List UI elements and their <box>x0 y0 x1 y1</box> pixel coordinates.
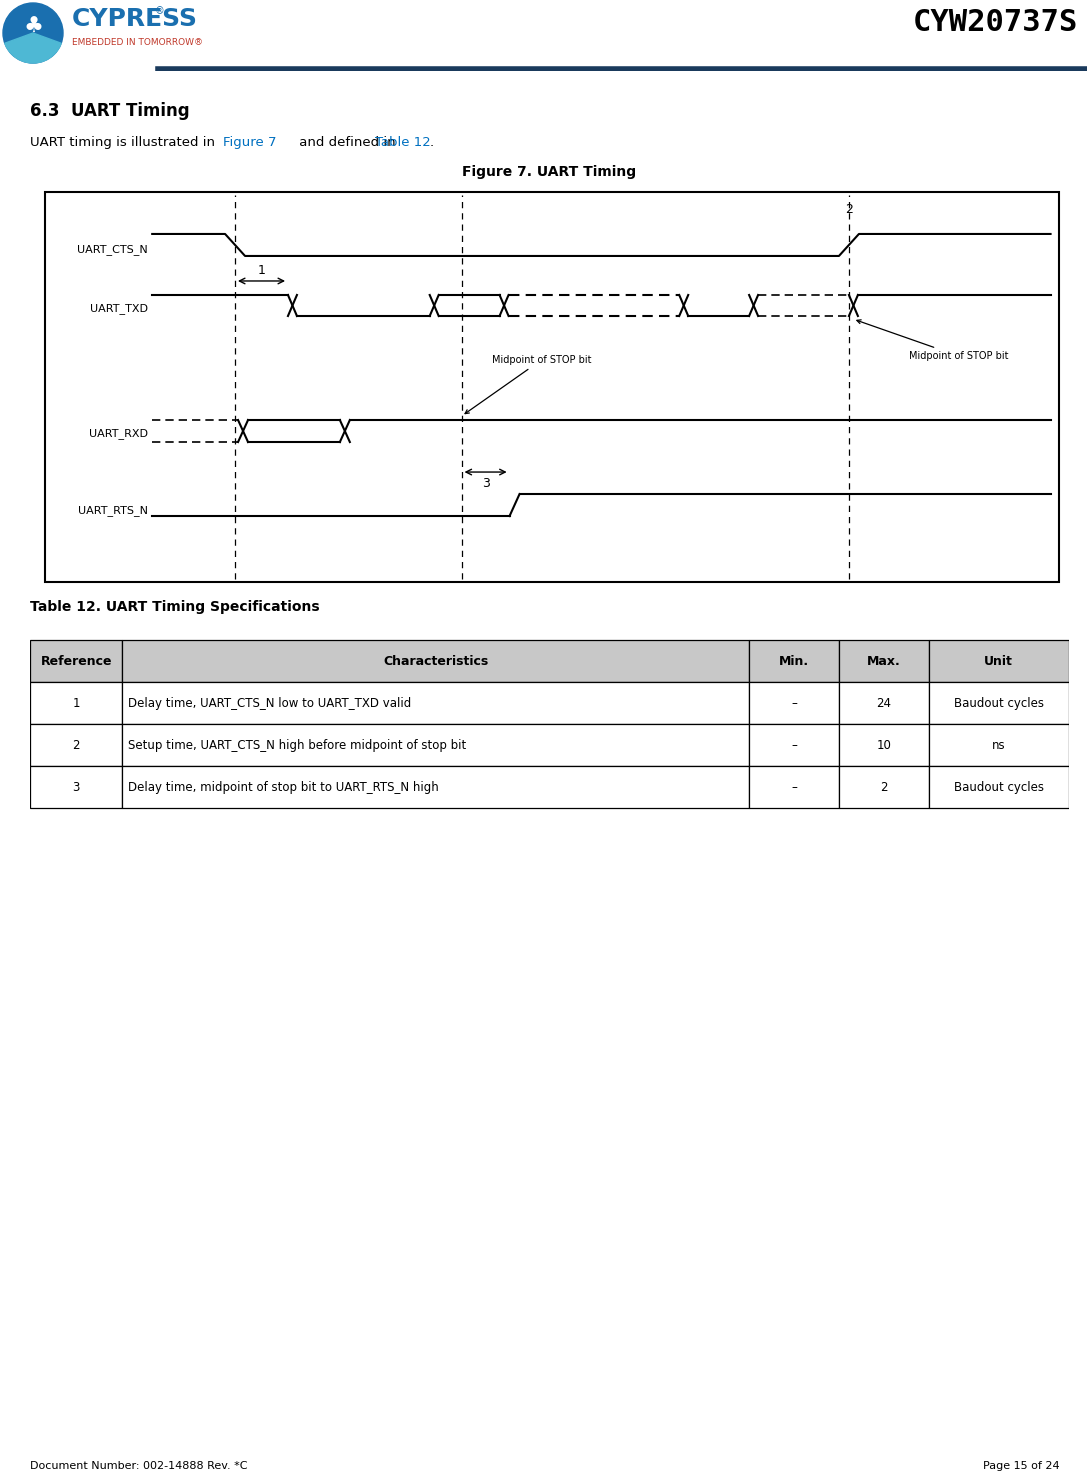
Text: UART_RXD: UART_RXD <box>89 429 148 439</box>
Bar <box>122 766 749 808</box>
Text: CYW20737S: CYW20737S <box>913 9 1078 37</box>
Text: Figure 7: Figure 7 <box>223 136 276 149</box>
Bar <box>122 725 749 766</box>
Text: UART_CTS_N: UART_CTS_N <box>77 244 148 256</box>
Text: EMBEDDED IN TOMORROW®: EMBEDDED IN TOMORROW® <box>72 38 203 47</box>
Text: Baudout cycles: Baudout cycles <box>953 697 1044 710</box>
Text: 2: 2 <box>845 203 853 216</box>
Text: 2: 2 <box>73 738 80 751</box>
Bar <box>928 725 1069 766</box>
Text: Setup time, UART_CTS_N high before midpoint of stop bit: Setup time, UART_CTS_N high before midpo… <box>128 738 466 751</box>
Text: Page 15 of 24: Page 15 of 24 <box>984 1461 1060 1470</box>
Bar <box>839 725 928 766</box>
Text: 10: 10 <box>876 738 891 751</box>
Bar <box>30 640 122 682</box>
Wedge shape <box>4 33 61 64</box>
Text: Midpoint of STOP bit: Midpoint of STOP bit <box>465 355 591 414</box>
Bar <box>122 682 749 725</box>
Text: Max.: Max. <box>867 655 901 667</box>
Text: –: – <box>791 781 797 794</box>
Bar <box>839 766 928 808</box>
Text: Delay time, UART_CTS_N low to UART_TXD valid: Delay time, UART_CTS_N low to UART_TXD v… <box>128 697 412 710</box>
Text: 3: 3 <box>482 478 489 490</box>
Text: Table 12: Table 12 <box>375 136 430 149</box>
Text: 3: 3 <box>73 781 80 794</box>
Text: Table 12. UART Timing Specifications: Table 12. UART Timing Specifications <box>30 600 320 614</box>
Bar <box>928 640 1069 682</box>
Bar <box>749 766 839 808</box>
Text: 6.3  UART Timing: 6.3 UART Timing <box>30 102 190 120</box>
Bar <box>928 766 1069 808</box>
Bar <box>30 725 122 766</box>
Text: CYPRESS: CYPRESS <box>72 7 198 31</box>
Text: Reference: Reference <box>40 655 112 667</box>
Text: 1: 1 <box>258 263 265 277</box>
Text: .: . <box>429 136 434 149</box>
Text: UART_TXD: UART_TXD <box>90 303 148 315</box>
Bar <box>749 682 839 725</box>
Text: ♣: ♣ <box>23 16 43 37</box>
Bar <box>928 682 1069 725</box>
Text: –: – <box>791 738 797 751</box>
Text: Figure 7. UART Timing: Figure 7. UART Timing <box>462 166 637 179</box>
Bar <box>122 640 749 682</box>
Text: and defined in: and defined in <box>295 136 400 149</box>
Text: 24: 24 <box>876 697 891 710</box>
Text: 1: 1 <box>73 697 80 710</box>
Text: 2: 2 <box>880 781 888 794</box>
Text: Document Number: 002-14888 Rev. *C: Document Number: 002-14888 Rev. *C <box>30 1461 248 1470</box>
Bar <box>749 640 839 682</box>
Text: Midpoint of STOP bit: Midpoint of STOP bit <box>857 319 1009 361</box>
Text: ®: ® <box>155 6 165 16</box>
Text: Delay time, midpoint of stop bit to UART_RTS_N high: Delay time, midpoint of stop bit to UART… <box>128 781 439 794</box>
Text: Baudout cycles: Baudout cycles <box>953 781 1044 794</box>
Bar <box>749 725 839 766</box>
Bar <box>30 682 122 725</box>
Text: Unit: Unit <box>984 655 1013 667</box>
Text: UART_RTS_N: UART_RTS_N <box>78 504 148 516</box>
Circle shape <box>3 3 63 64</box>
Bar <box>839 682 928 725</box>
Text: Min.: Min. <box>779 655 809 667</box>
Bar <box>46 192 1059 583</box>
Text: UART timing is illustrated in: UART timing is illustrated in <box>30 136 220 149</box>
Bar <box>30 766 122 808</box>
Text: –: – <box>791 697 797 710</box>
Text: ns: ns <box>991 738 1005 751</box>
Bar <box>839 640 928 682</box>
Text: Characteristics: Characteristics <box>383 655 488 667</box>
